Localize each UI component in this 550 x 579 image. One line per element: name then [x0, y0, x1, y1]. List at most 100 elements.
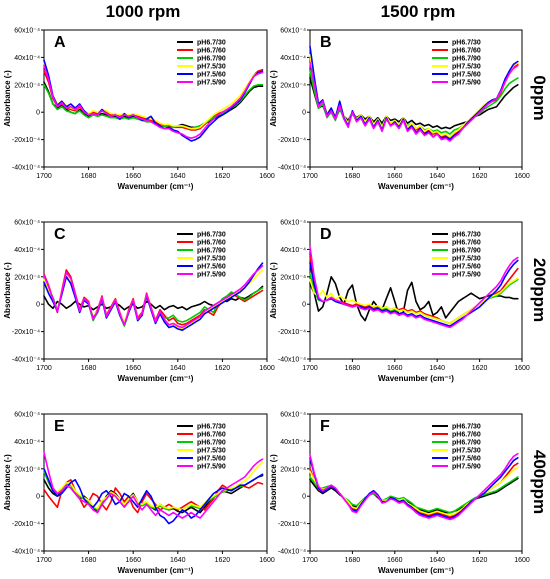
legend-label: pH6.7/30 — [452, 424, 481, 431]
legend: pH6.7/30pH6.7/60pH6.7/90pH7.5/30pH7.5/60… — [432, 40, 481, 87]
legend: pH6.7/30pH6.7/60pH6.7/90pH7.5/30pH7.5/60… — [432, 424, 481, 471]
legend: pH6.7/30pH6.7/60pH6.7/90pH7.5/30pH7.5/60… — [177, 40, 226, 87]
panel-b: -40x10⁻⁴ -20x10⁻⁴ 0 20x10⁻⁴ 40x10⁻⁴ 60x10⁻⁴ 17… — [269, 28, 530, 192]
y-tick-label: -40x10⁻⁴ — [12, 357, 40, 364]
legend-label: pH6.7/30 — [197, 232, 226, 239]
y-tick-label: -20x10⁻⁴ — [12, 329, 40, 336]
row-header-0ppm: 0ppm — [530, 75, 549, 120]
x-axis-label: Wavenumber (cm⁻¹) — [118, 566, 194, 575]
series-line-ph7-5-90 — [309, 452, 519, 521]
x-tick-label: 1660 — [387, 557, 403, 564]
series-line-ph7-5-30 — [309, 277, 519, 325]
legend-label: pH7.5/30 — [452, 64, 481, 71]
y-tick-label: -20x10⁻⁴ — [278, 137, 306, 144]
plot-frame — [309, 221, 523, 360]
legend-label: pH6.7/90 — [452, 440, 481, 447]
x-axis-label: Wavenumber (cm⁻¹) — [118, 374, 194, 383]
legend: pH6.7/30pH6.7/60pH6.7/90pH7.5/30pH7.5/60… — [177, 424, 226, 471]
panel-d: -40x10⁻⁴ -20x10⁻⁴ 0 20x10⁻⁴ 40x10⁻⁴ 60x10⁻⁴ 17… — [269, 220, 530, 384]
legend-label: pH6.7/60 — [197, 432, 226, 439]
x-tick-label: 1620 — [215, 365, 231, 372]
panel-letter: C — [54, 226, 66, 243]
x-axis-label: Wavenumber (cm⁻¹) — [378, 566, 454, 575]
plot-frame — [43, 413, 268, 552]
y-tick-label: 60x10⁻⁴ — [280, 412, 306, 419]
legend-label: pH6.7/90 — [197, 56, 226, 63]
legend-label: pH6.7/30 — [452, 40, 481, 47]
legend: pH6.7/30pH6.7/60pH6.7/90pH7.5/30pH7.5/60… — [177, 232, 226, 279]
y-tick-label: -40x10⁻⁴ — [278, 165, 306, 172]
series-line-ph6-7-90 — [43, 470, 264, 511]
legend-label: pH7.5/90 — [197, 464, 226, 471]
panel-e: -40x10⁻⁴ -20x10⁻⁴ 0 20x10⁻⁴ 40x10⁻⁴ 60x10⁻⁴ 17… — [3, 412, 275, 576]
legend-label: pH7.5/30 — [197, 64, 226, 71]
legend-label: pH7.5/60 — [197, 456, 226, 463]
legend-label: pH7.5/90 — [197, 272, 226, 279]
y-tick-label: 0 — [36, 494, 40, 501]
y-tick-label: -40x10⁻⁴ — [278, 357, 306, 364]
legend-label: pH6.7/60 — [452, 432, 481, 439]
legend-label: pH6.7/60 — [197, 48, 226, 55]
x-tick-label: 1600 — [259, 173, 275, 180]
y-tick-label: -40x10⁻⁴ — [278, 549, 306, 556]
y-axis-label: Absorbance (-) — [269, 262, 278, 319]
y-tick-label: 20x10⁻⁴ — [14, 274, 40, 281]
plot-frame — [43, 29, 268, 168]
legend-label: pH7.5/30 — [452, 448, 481, 455]
x-axis-label: Wavenumber (cm⁻¹) — [118, 182, 194, 191]
x-tick-label: 1620 — [472, 365, 488, 372]
x-tick-label: 1660 — [125, 365, 141, 372]
legend-label: pH7.5/90 — [452, 464, 481, 471]
legend-label: pH7.5/60 — [452, 456, 481, 463]
panel-letter: F — [320, 418, 330, 435]
x-tick-label: 1660 — [125, 173, 141, 180]
column-header-1500rpm: 1500 rpm — [381, 2, 456, 21]
x-tick-label: 1600 — [514, 365, 530, 372]
x-tick-label: 1680 — [345, 557, 361, 564]
x-tick-label: 1680 — [81, 557, 97, 564]
y-tick-label: 60x10⁻⁴ — [14, 412, 40, 419]
series-line-ph7-5-90 — [43, 451, 264, 519]
y-tick-label: 40x10⁻⁴ — [280, 439, 306, 446]
legend-label: pH6.7/60 — [452, 240, 481, 247]
y-axis-label: Absorbance (-) — [269, 454, 278, 511]
panel-f: -40x10⁻⁴ -20x10⁻⁴ 0 20x10⁻⁴ 40x10⁻⁴ 60x10⁻⁴ 17… — [269, 412, 530, 576]
legend-label: pH6.7/90 — [452, 56, 481, 63]
x-tick-label: 1660 — [125, 557, 141, 564]
x-tick-label: 1600 — [514, 557, 530, 564]
y-tick-label: 40x10⁻⁴ — [14, 55, 40, 62]
x-tick-label: 1640 — [170, 365, 186, 372]
panel-letter: B — [320, 34, 332, 51]
x-tick-label: 1640 — [429, 173, 445, 180]
y-tick-label: -40x10⁻⁴ — [12, 549, 40, 556]
series-line-ph6-7-30 — [309, 275, 519, 322]
x-tick-label: 1620 — [472, 557, 488, 564]
panel-letter: E — [54, 418, 65, 435]
x-tick-label: 1680 — [81, 365, 97, 372]
x-axis-label: Wavenumber (cm⁻¹) — [378, 374, 454, 383]
legend-label: pH7.5/60 — [452, 72, 481, 79]
x-tick-label: 1700 — [36, 365, 52, 372]
legend-label: pH6.7/60 — [197, 240, 226, 247]
y-tick-label: -20x10⁻⁴ — [278, 521, 306, 528]
legend-label: pH6.7/90 — [452, 248, 481, 255]
y-tick-label: 20x10⁻⁴ — [280, 274, 306, 281]
x-tick-label: 1620 — [215, 173, 231, 180]
y-tick-label: 20x10⁻⁴ — [280, 466, 306, 473]
legend-label: pH6.7/60 — [452, 48, 481, 55]
y-tick-label: 0 — [302, 494, 306, 501]
panel-a: -40x10⁻⁴ -20x10⁻⁴ 0 20x10⁻⁴ 40x10⁻⁴ 60x10⁻⁴ 17… — [3, 28, 275, 192]
legend-label: pH7.5/60 — [452, 264, 481, 271]
legend: pH6.7/30pH6.7/60pH6.7/90pH7.5/30pH7.5/60… — [432, 232, 481, 279]
y-tick-label: 0 — [36, 302, 40, 309]
x-tick-label: 1700 — [302, 365, 318, 372]
x-tick-label: 1600 — [514, 173, 530, 180]
x-tick-label: 1600 — [259, 557, 275, 564]
panel-letter: D — [320, 226, 332, 243]
x-tick-label: 1700 — [302, 173, 318, 180]
y-tick-label: 60x10⁻⁴ — [14, 28, 40, 35]
y-tick-label: 40x10⁻⁴ — [280, 247, 306, 254]
x-tick-label: 1700 — [302, 557, 318, 564]
y-tick-label: 0 — [302, 110, 306, 117]
